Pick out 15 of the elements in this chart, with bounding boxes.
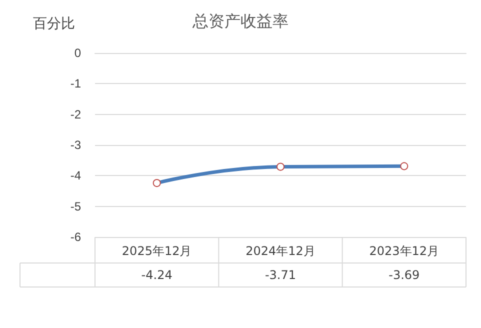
y-tick-label: -1: [70, 76, 82, 91]
chart-title: 总资产收益率: [192, 12, 288, 30]
y-axis-title: 百分比: [33, 16, 75, 32]
x-tick-label: 2025年12月: [122, 244, 192, 258]
y-tick-label: 0: [74, 46, 82, 60]
data-label: -3.71: [264, 268, 296, 282]
y-tick-label: -6: [70, 230, 82, 244]
x-tick-label: 2023年12月: [369, 244, 440, 258]
y-tick-label: -4: [70, 168, 82, 183]
x-tick-label: 2024年12月: [246, 244, 316, 258]
data-label: -4.24: [141, 268, 172, 282]
y-tick-label: -2: [70, 107, 82, 122]
y-tick-label: -3: [70, 138, 82, 152]
y-tick-label: -5: [70, 199, 82, 214]
data-label: -3.69: [388, 268, 420, 282]
